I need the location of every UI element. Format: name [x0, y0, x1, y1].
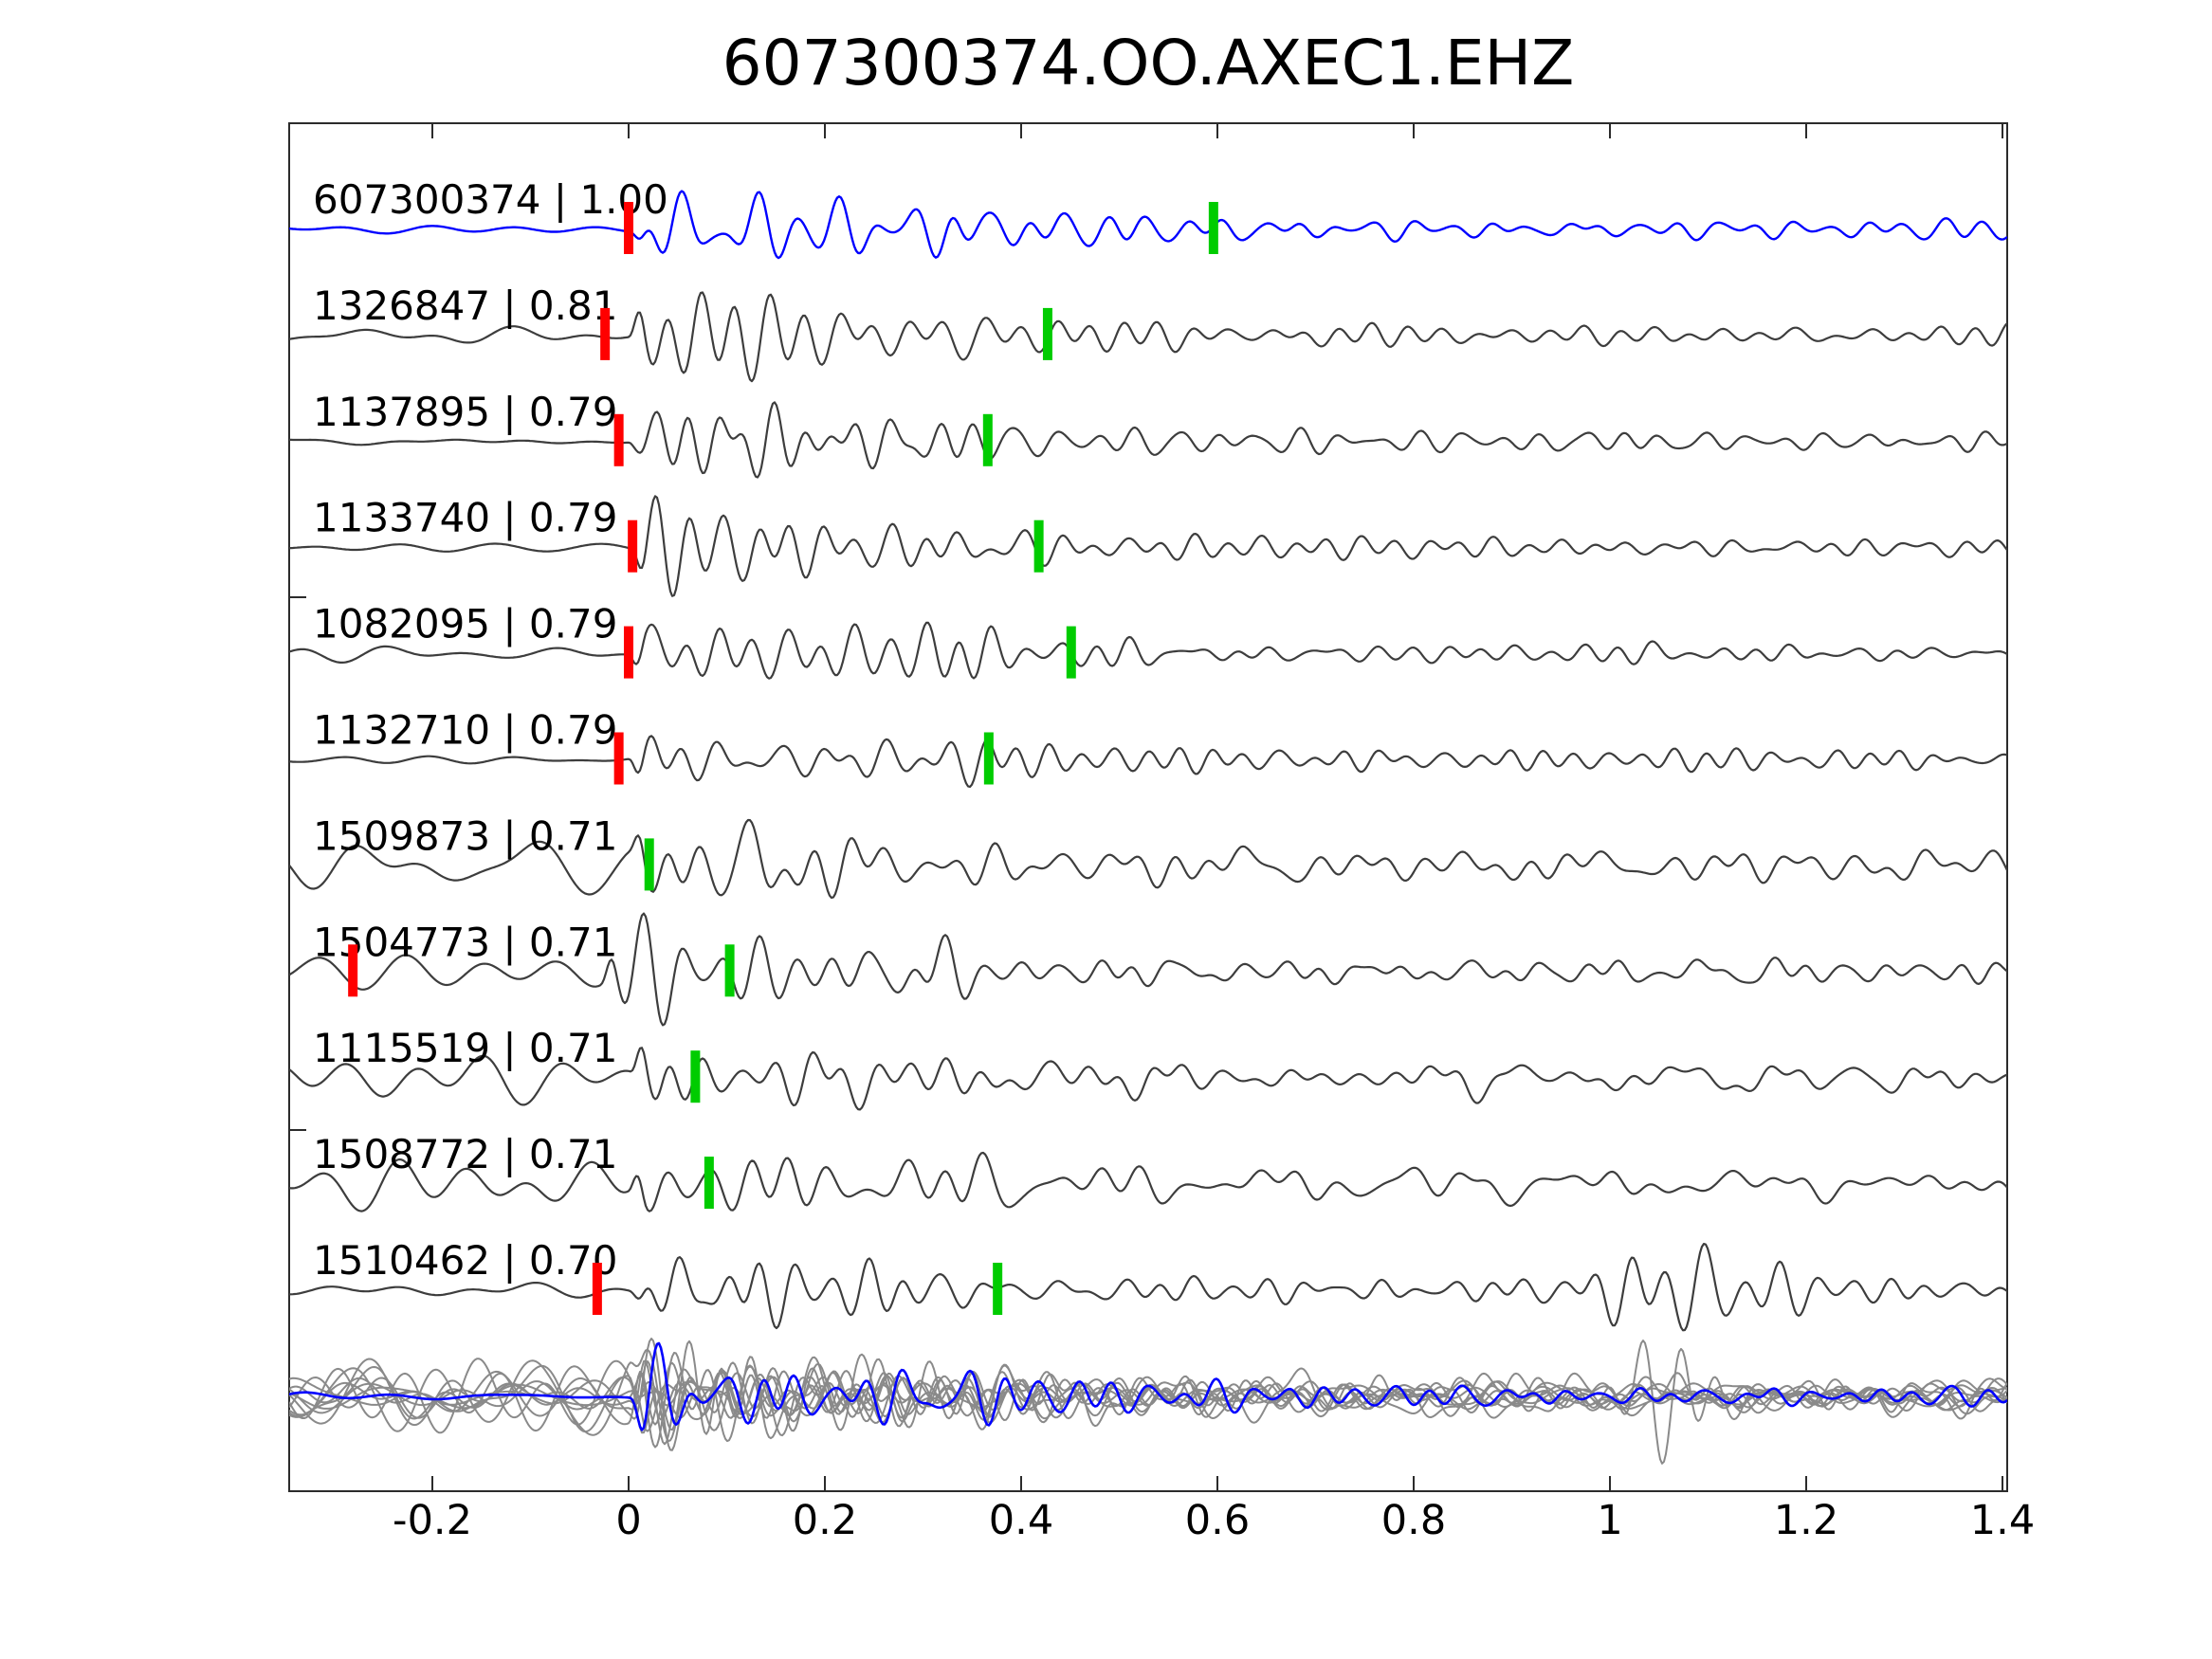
waveform-trace-607300374: [289, 190, 2007, 260]
x-tick-label-0.2: 0.2: [793, 1497, 857, 1544]
red-pick-1510462: [592, 1263, 602, 1315]
trace-label-1504773: 1504773 | 0.71: [313, 919, 617, 965]
overlay-highlight-trace: [289, 1341, 2007, 1431]
trace-label-1115519: 1115519 | 0.71: [313, 1025, 617, 1071]
x-tick-label-0.6: 0.6: [1185, 1497, 1250, 1544]
waveform-trace-1115519: [289, 1047, 2007, 1111]
trace-label-1137895: 1137895 | 0.79: [313, 389, 617, 435]
overlay-gray-trace-9: [289, 1358, 2007, 1434]
waveform-trace-1504773: [289, 912, 2007, 1027]
waveform-trace-1132710: [289, 735, 2007, 789]
trace-label-1510462: 1510462 | 0.70: [313, 1237, 617, 1284]
green-pick-1132710: [983, 732, 994, 785]
waveform-trace-1326847: [289, 291, 2007, 383]
x-tick-label-1: 1: [1597, 1497, 1622, 1544]
trace-label-1133740: 1133740 | 0.79: [313, 495, 617, 541]
trace-label-1508772: 1508772 | 0.71: [313, 1131, 617, 1177]
green-pick-1133740: [1033, 520, 1044, 573]
plot-content: 607300374 | 1.00 1326847 | 0.81 1137895 | …: [289, 176, 2007, 1465]
green-pick-607300374: [1208, 202, 1218, 254]
green-pick-1326847: [1042, 307, 1052, 360]
trace-label-607300374: 607300374 | 1.00: [313, 176, 668, 223]
overlay-gray-trace-7: [289, 1340, 2007, 1465]
red-pick-1132710: [613, 732, 624, 785]
waveform-trace-1508772: [289, 1151, 2007, 1212]
green-pick-1509873: [644, 838, 654, 891]
x-tick-label-0.4: 0.4: [989, 1497, 1053, 1544]
x-tick-label-0: 0: [615, 1497, 641, 1544]
red-pick-607300374: [624, 202, 633, 254]
x-tick-label-1.4: 1.4: [1970, 1497, 2035, 1544]
red-pick-1137895: [613, 413, 624, 466]
red-pick-1082095: [624, 626, 633, 679]
plot-title: 607300374.OO.AXEC1.EHZ: [722, 27, 1575, 100]
overlay-gray-trace-3: [289, 1340, 2007, 1440]
green-pick-1510462: [993, 1263, 1003, 1315]
waveform-trace-1510462: [289, 1243, 2007, 1332]
green-pick-1504773: [724, 944, 735, 997]
trace-label-1509873: 1509873 | 0.71: [313, 812, 617, 859]
red-pick-1133740: [628, 520, 638, 573]
x-tick-label-1.2: 1.2: [1774, 1497, 1838, 1544]
overlay-gray-trace-8: [289, 1359, 2007, 1432]
waveform-trace-1133740: [289, 495, 2007, 597]
green-pick-1082095: [1066, 626, 1076, 679]
trace-label-1082095: 1082095 | 0.79: [313, 601, 617, 647]
green-pick-1508772: [704, 1157, 714, 1210]
waveform-trace-1137895: [289, 401, 2007, 479]
red-pick-1504773: [348, 944, 358, 997]
red-pick-1326847: [600, 307, 611, 360]
waveform-trace-1509873: [289, 818, 2007, 900]
x-tick-label--0.2: -0.2: [393, 1497, 472, 1544]
green-pick-1137895: [982, 413, 993, 466]
trace-label-1326847: 1326847 | 0.81: [313, 283, 617, 329]
waveform-trace-1082095: [289, 621, 2007, 680]
overlay-gray-trace-6: [289, 1358, 2007, 1432]
axes-box: [288, 122, 2008, 1492]
x-tick-label-0.8: 0.8: [1381, 1497, 1446, 1544]
trace-label-1132710: 1132710 | 0.79: [313, 707, 617, 754]
green-pick-1115519: [690, 1050, 701, 1103]
